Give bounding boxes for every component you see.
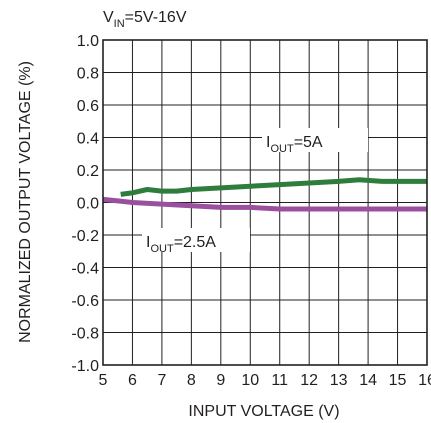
y-tick-label: -0.2	[71, 228, 99, 245]
x-tick-label: 15	[389, 372, 407, 389]
condition-main: V	[103, 9, 114, 26]
y-tick-label: 0.0	[77, 196, 99, 213]
x-axis-title: INPUT VOLTAGE (V)	[188, 403, 339, 420]
x-tick-label: 6	[128, 372, 137, 389]
y-tick-label: -1.0	[71, 358, 99, 375]
series-label-5a-bg	[262, 128, 368, 152]
x-tick-label: 16	[418, 372, 431, 389]
x-tick-label: 5	[99, 372, 108, 389]
y-tick-label: -0.8	[71, 326, 99, 343]
series-line-0	[120, 177, 427, 197]
condition-rest: =5V-16V	[125, 9, 187, 26]
x-tick-label: 10	[241, 372, 259, 389]
x-tick-label: 14	[359, 372, 377, 389]
series-layer	[103, 177, 427, 212]
condition-sub: IN	[114, 18, 125, 30]
y-tick-label: 0.4	[77, 131, 99, 148]
y-tick-label: 0.8	[77, 66, 99, 83]
series-line-1	[103, 196, 427, 212]
series-label-5a: IOUT=5A	[266, 134, 323, 155]
x-tick-label: 12	[300, 372, 318, 389]
x-tick-label: 8	[187, 372, 196, 389]
x-tick-label: 11	[271, 372, 288, 389]
y-tick-label: -0.6	[71, 293, 99, 310]
condition-label: VIN=5V-16V	[103, 9, 187, 30]
y-tick-label: 0.2	[77, 163, 99, 180]
y-tick-label: 0.6	[77, 98, 99, 115]
x-tick-label: 9	[216, 372, 225, 389]
series-label-2-5a: IOUT=2.5A	[146, 234, 216, 255]
series-label-2-5a-bg	[142, 228, 250, 252]
y-tick-label: 1.0	[77, 33, 99, 50]
x-tick-label: 13	[330, 372, 348, 389]
tick-labels: 5 6 7 8 9 10 11 12 13 14 15 16 1.0 0.8 0.6 0.4 0.2 0.0 -0.…	[71, 33, 431, 389]
y-tick-label: -0.4	[71, 261, 99, 278]
plot-frame	[102, 39, 428, 366]
y-axis-title: NORMALIZED OUTPUT VOLTAGE (%)	[17, 61, 34, 343]
x-tick-label: 7	[157, 372, 166, 389]
